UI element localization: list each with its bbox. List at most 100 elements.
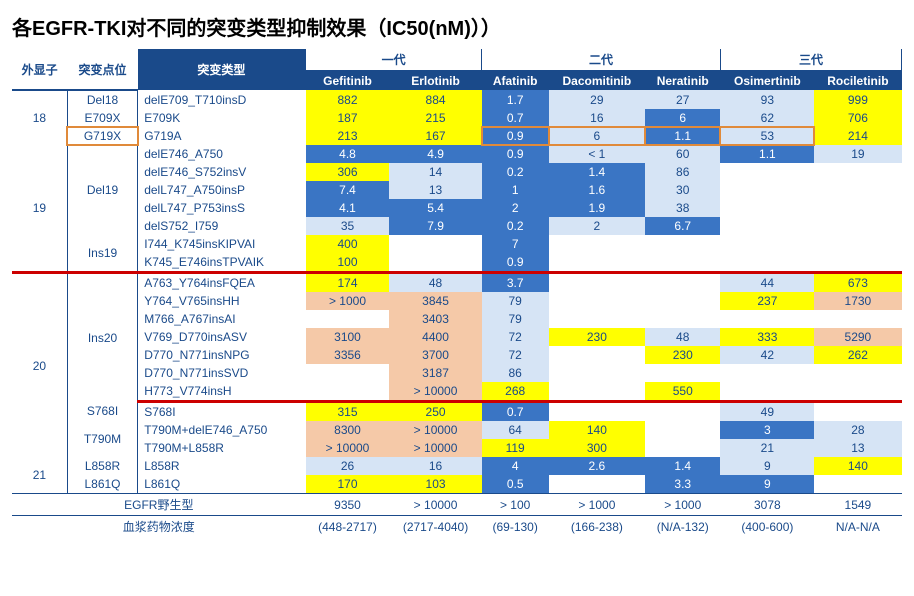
site-cell: Del19 xyxy=(67,145,137,235)
value-cell: 1.6 xyxy=(549,181,645,199)
value-cell xyxy=(720,163,814,181)
mutation-type: D770_N771insSVD xyxy=(138,364,306,382)
value-cell: 62 xyxy=(720,109,814,127)
col-drug-afatinib: Afatinib xyxy=(482,71,549,90)
col-site: 突变点位 xyxy=(67,49,137,90)
value-cell: 16 xyxy=(549,109,645,127)
value-cell: 5.4 xyxy=(389,199,481,217)
value-cell: 0.9 xyxy=(482,253,549,273)
value-cell: 7.9 xyxy=(389,217,481,235)
value-cell: 13 xyxy=(814,439,901,457)
value-cell: 119 xyxy=(482,439,549,457)
footer-value: 3078 xyxy=(720,494,814,516)
col-drug-erlotinib: Erlotinib xyxy=(389,71,481,90)
value-cell: 64 xyxy=(482,421,549,439)
table-row: K745_E746insTPVAIK100 0.9 xyxy=(12,253,902,273)
footer-value: (400-600) xyxy=(720,516,814,538)
value-cell: 4 xyxy=(482,457,549,475)
mutation-type: H773_V774insH xyxy=(138,382,306,402)
value-cell xyxy=(549,382,645,402)
value-cell: 3845 xyxy=(389,292,481,310)
footer-value: (166-238) xyxy=(549,516,645,538)
footer-row: EGFR野生型9350> 10000> 100> 1000> 100030781… xyxy=(12,494,902,516)
footer-row: 血浆药物浓度(448-2717)(2717-4040)(69-130)(166-… xyxy=(12,516,902,538)
value-cell: 170 xyxy=(306,475,390,494)
value-cell: 1730 xyxy=(814,292,901,310)
value-cell xyxy=(720,235,814,253)
value-cell xyxy=(306,382,390,402)
value-cell xyxy=(720,199,814,217)
value-cell xyxy=(720,181,814,199)
footer-value: 9350 xyxy=(306,494,390,516)
table-row: S768IS768I3152500.749 xyxy=(12,402,902,422)
value-cell: 72 xyxy=(482,346,549,364)
value-cell: 167 xyxy=(389,127,481,145)
value-cell xyxy=(645,421,720,439)
value-cell: 3.7 xyxy=(482,273,549,293)
table-row: D770_N771insNPG335637007223042262 xyxy=(12,346,902,364)
value-cell xyxy=(814,163,901,181)
value-cell: 230 xyxy=(645,346,720,364)
table-row: L861QL861Q1701030.53.39 xyxy=(12,475,902,494)
footer-value: > 10000 xyxy=(389,494,481,516)
value-cell: 174 xyxy=(306,273,390,293)
value-cell: 3100 xyxy=(306,328,390,346)
mutation-type: I744_K745insKIPVAI xyxy=(138,235,306,253)
footer-label: 血浆药物浓度 xyxy=(12,516,306,538)
value-cell: 100 xyxy=(306,253,390,273)
value-cell xyxy=(645,292,720,310)
value-cell: 79 xyxy=(482,310,549,328)
value-cell xyxy=(549,346,645,364)
value-cell xyxy=(814,253,901,273)
value-cell: 44 xyxy=(720,273,814,293)
mutation-type: A763_Y764insFQEA xyxy=(138,273,306,293)
col-drug-gefitinib: Gefitinib xyxy=(306,71,390,90)
value-cell xyxy=(814,382,901,402)
value-cell: 0.9 xyxy=(482,127,549,145)
value-cell: 38 xyxy=(645,199,720,217)
site-cell: Ins20 xyxy=(67,273,137,402)
value-cell: 0.2 xyxy=(482,163,549,181)
value-cell: 250 xyxy=(389,402,481,422)
value-cell: 4.1 xyxy=(306,199,390,217)
value-cell xyxy=(720,253,814,273)
footer-value: > 1000 xyxy=(549,494,645,516)
table-row: H773_V774insH> 10000268550 xyxy=(12,382,902,402)
site-cell: L858R xyxy=(67,457,137,475)
value-cell: 2.6 xyxy=(549,457,645,475)
value-cell: 2 xyxy=(549,217,645,235)
value-cell: 19 xyxy=(814,145,901,163)
value-cell: 230 xyxy=(549,328,645,346)
value-cell: 300 xyxy=(549,439,645,457)
value-cell: 3403 xyxy=(389,310,481,328)
value-cell: 0.7 xyxy=(482,402,549,422)
value-cell: 1.1 xyxy=(720,145,814,163)
table-row: Y764_V765insHH> 10003845792371730 xyxy=(12,292,902,310)
col-gen3: 三代 xyxy=(720,49,901,71)
mutation-type: K745_E746insTPVAIK xyxy=(138,253,306,273)
value-cell: 1 xyxy=(482,181,549,199)
table-row: 21L858RL858R261642.61.49140 xyxy=(12,457,902,475)
table-row: T790M+L858R> 10000> 100001193002113 xyxy=(12,439,902,457)
col-gen1: 一代 xyxy=(306,49,482,71)
value-cell: 5290 xyxy=(814,328,901,346)
value-cell: 28 xyxy=(814,421,901,439)
table-row: delE746_S752insV306140.21.486 xyxy=(12,163,902,181)
value-cell xyxy=(814,235,901,253)
value-cell xyxy=(645,253,720,273)
table-row: V769_D770insASV3100440072230483335290 xyxy=(12,328,902,346)
value-cell: 35 xyxy=(306,217,390,235)
value-cell: 0.5 xyxy=(482,475,549,494)
value-cell: 60 xyxy=(645,145,720,163)
value-cell: 7 xyxy=(482,235,549,253)
value-cell: 13 xyxy=(389,181,481,199)
value-cell: 1.1 xyxy=(645,127,720,145)
col-drug-osimertinib: Osimertinib xyxy=(720,71,814,90)
value-cell: 3187 xyxy=(389,364,481,382)
value-cell: 0.9 xyxy=(482,145,549,163)
value-cell xyxy=(549,235,645,253)
value-cell: 3700 xyxy=(389,346,481,364)
value-cell xyxy=(549,273,645,293)
value-cell: 7.4 xyxy=(306,181,390,199)
value-cell: 9 xyxy=(720,475,814,494)
